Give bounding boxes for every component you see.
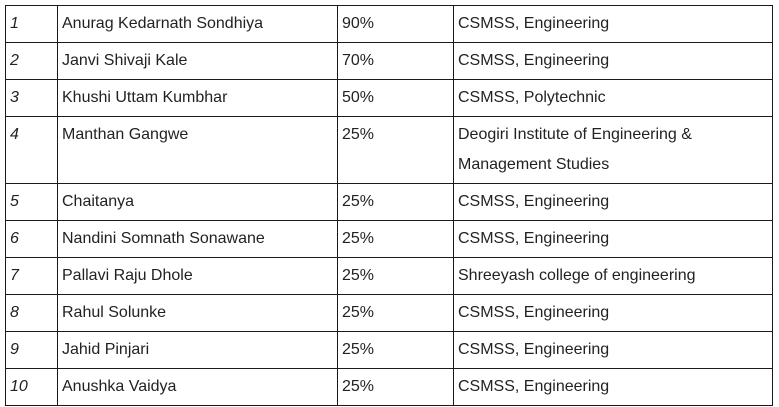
- student-name-cell: Anushka Vaidya: [57, 368, 338, 406]
- student-name-cell: Janvi Shivaji Kale: [57, 42, 338, 80]
- student-name-cell: Anurag Kedarnath Sondhiya: [57, 5, 338, 43]
- college-cell: CSMSS, Engineering: [453, 183, 773, 221]
- sr-number-cell: 9: [5, 331, 58, 369]
- percentage-cell: 25%: [337, 183, 454, 221]
- sr-number-cell: 10: [5, 368, 58, 406]
- percentage-cell: 25%: [337, 331, 454, 369]
- table-row: 4 Manthan Gangwe 25% Deogiri Institute o…: [5, 116, 773, 184]
- college-cell: Deogiri Institute of Engineering & Manag…: [453, 116, 773, 184]
- college-cell: CSMSS, Engineering: [453, 368, 773, 406]
- college-cell: CSMSS, Engineering: [453, 220, 773, 258]
- college-cell: CSMSS, Engineering: [453, 331, 773, 369]
- student-name-cell: Pallavi Raju Dhole: [57, 257, 338, 295]
- percentage-cell: 90%: [337, 5, 454, 43]
- student-name-cell: Chaitanya: [57, 183, 338, 221]
- percentage-cell: 25%: [337, 116, 454, 184]
- college-cell: Shreeyash college of engineering: [453, 257, 773, 295]
- sr-number-cell: 8: [5, 294, 58, 332]
- student-name-cell: Rahul Solunke: [57, 294, 338, 332]
- student-name-cell: Manthan Gangwe: [57, 116, 338, 184]
- college-cell: CSMSS, Engineering: [453, 294, 773, 332]
- sr-number-cell: 5: [5, 183, 58, 221]
- college-cell: CSMSS, Engineering: [453, 5, 773, 43]
- sr-number-cell: 7: [5, 257, 58, 295]
- table-row: 8 Rahul Solunke 25% CSMSS, Engineering: [5, 294, 773, 332]
- sr-number-cell: 2: [5, 42, 58, 80]
- percentage-cell: 25%: [337, 294, 454, 332]
- sr-number-cell: 3: [5, 79, 58, 117]
- table-row: 3 Khushi Uttam Kumbhar 50% CSMSS, Polyte…: [5, 79, 773, 117]
- percentage-cell: 50%: [337, 79, 454, 117]
- college-cell: CSMSS, Engineering: [453, 42, 773, 80]
- percentage-cell: 70%: [337, 42, 454, 80]
- table-row: 10 Anushka Vaidya 25% CSMSS, Engineering: [5, 368, 773, 406]
- percentage-cell: 25%: [337, 368, 454, 406]
- table-row: 2 Janvi Shivaji Kale 70% CSMSS, Engineer…: [5, 42, 773, 80]
- student-name-cell: Khushi Uttam Kumbhar: [57, 79, 338, 117]
- table-row: 1 Anurag Kedarnath Sondhiya 90% CSMSS, E…: [5, 5, 773, 43]
- table-row: 5 Chaitanya 25% CSMSS, Engineering: [5, 183, 773, 221]
- college-cell: CSMSS, Polytechnic: [453, 79, 773, 117]
- table-row: 7 Pallavi Raju Dhole 25% Shreeyash colle…: [5, 257, 773, 295]
- sr-number-cell: 4: [5, 116, 58, 184]
- student-name-cell: Nandini Somnath Sonawane: [57, 220, 338, 258]
- percentage-cell: 25%: [337, 220, 454, 258]
- table-row: 6 Nandini Somnath Sonawane 25% CSMSS, En…: [5, 220, 773, 258]
- results-table-body: 1 Anurag Kedarnath Sondhiya 90% CSMSS, E…: [5, 5, 773, 406]
- results-table: 1 Anurag Kedarnath Sondhiya 90% CSMSS, E…: [5, 5, 773, 406]
- table-row: 9 Jahid Pinjari 25% CSMSS, Engineering: [5, 331, 773, 369]
- sr-number-cell: 1: [5, 5, 58, 43]
- student-name-cell: Jahid Pinjari: [57, 331, 338, 369]
- percentage-cell: 25%: [337, 257, 454, 295]
- sr-number-cell: 6: [5, 220, 58, 258]
